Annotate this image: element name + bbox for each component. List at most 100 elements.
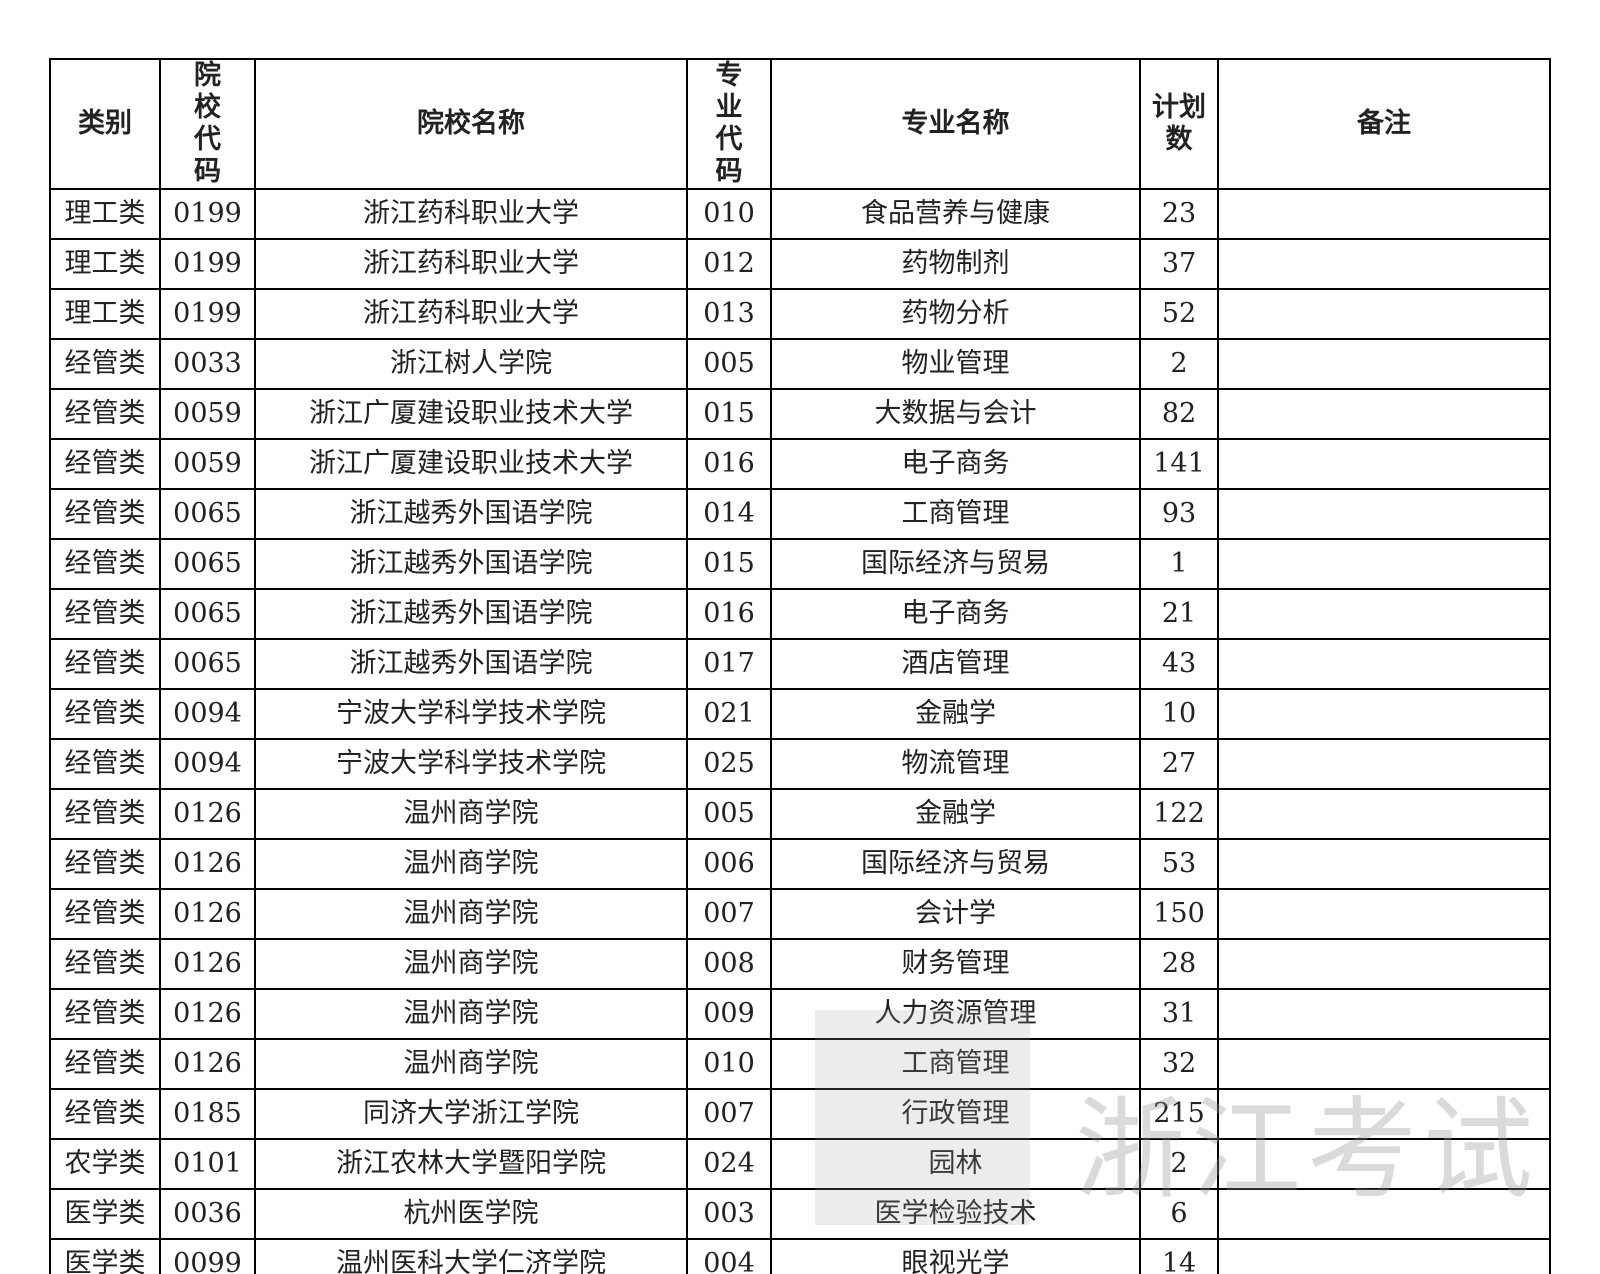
table-row: 经管类 0094 宁波大学科学技术学院 025 物流管理 27 <box>49 738 1551 790</box>
table-cell <box>1217 688 1551 740</box>
table-cell: 37 <box>1139 238 1219 290</box>
table-cell: 005 <box>686 338 772 390</box>
table-cell: 21 <box>1139 588 1219 640</box>
table-cell: 0126 <box>159 1038 256 1090</box>
table-cell: 浙江广厦建设职业技术大学 <box>254 438 688 490</box>
table-cell: 0065 <box>159 538 256 590</box>
table-cell <box>1217 438 1551 490</box>
table-cell: 0126 <box>159 788 256 840</box>
table-cell <box>1217 588 1551 640</box>
table-cell: 温州商学院 <box>254 788 688 840</box>
table-cell: 经管类 <box>49 1088 161 1140</box>
table-cell: 园林 <box>770 1138 1141 1190</box>
table-cell: 009 <box>686 988 772 1040</box>
table-cell: 008 <box>686 938 772 990</box>
table-cell: 理工类 <box>49 238 161 290</box>
table-cell <box>1217 188 1551 240</box>
table-cell: 82 <box>1139 388 1219 440</box>
table-cell: 浙江药科职业大学 <box>254 238 688 290</box>
table-cell: 0059 <box>159 438 256 490</box>
table-cell: 财务管理 <box>770 938 1141 990</box>
table-cell <box>1217 238 1551 290</box>
table-cell: 温州商学院 <box>254 1038 688 1090</box>
table-cell: 0099 <box>159 1238 256 1274</box>
table-cell: 温州医科大学仁济学院 <box>254 1238 688 1274</box>
table-cell: 28 <box>1139 938 1219 990</box>
table-cell: 眼视光学 <box>770 1238 1141 1274</box>
table-cell <box>1217 288 1551 340</box>
table-cell <box>1217 1188 1551 1240</box>
table-cell: 012 <box>686 238 772 290</box>
table-cell: 010 <box>686 1038 772 1090</box>
table-cell: 浙江越秀外国语学院 <box>254 488 688 540</box>
table-cell <box>1217 1238 1551 1274</box>
table-cell <box>1217 1038 1551 1090</box>
table-cell: 经管类 <box>49 988 161 1040</box>
table-cell: 农学类 <box>49 1138 161 1190</box>
table-cell: 经管类 <box>49 738 161 790</box>
table-row: 经管类 0059 浙江广厦建设职业技术大学 015 大数据与会计 82 <box>49 388 1551 440</box>
table-cell: 医学类 <box>49 1238 161 1274</box>
table-cell: 经管类 <box>49 588 161 640</box>
table-cell <box>1217 1088 1551 1140</box>
table-cell: 电子商务 <box>770 438 1141 490</box>
table-cell <box>1217 638 1551 690</box>
table-cell: 2 <box>1139 1138 1219 1190</box>
table-cell: 人力资源管理 <box>770 988 1141 1040</box>
table-cell: 食品营养与健康 <box>770 188 1141 240</box>
table-cell: 150 <box>1139 888 1219 940</box>
table-row: 经管类 0126 温州商学院 007 会计学 150 <box>49 888 1551 940</box>
table-cell: 行政管理 <box>770 1088 1141 1140</box>
table-cell: 0033 <box>159 338 256 390</box>
table-cell: 理工类 <box>49 288 161 340</box>
table-row: 理工类 0199 浙江药科职业大学 010 食品营养与健康 23 <box>49 188 1551 240</box>
table-cell <box>1217 1138 1551 1190</box>
table-cell: 23 <box>1139 188 1219 240</box>
table-cell: 27 <box>1139 738 1219 790</box>
table-cell: 经管类 <box>49 788 161 840</box>
table-cell: 0065 <box>159 638 256 690</box>
table-cell: 007 <box>686 1088 772 1140</box>
table-cell: 同济大学浙江学院 <box>254 1088 688 1140</box>
table-cell: 浙江农林大学暨阳学院 <box>254 1138 688 1190</box>
table-cell: 浙江越秀外国语学院 <box>254 638 688 690</box>
table-cell: 金融学 <box>770 688 1141 740</box>
table-cell: 93 <box>1139 488 1219 540</box>
table-body: 理工类 0199 浙江药科职业大学 010 食品营养与健康 23 理工类 0199 浙江药科职业… <box>49 188 1551 1274</box>
table-cell: 经管类 <box>49 938 161 990</box>
table-cell: 31 <box>1139 988 1219 1040</box>
table-row: 经管类 0185 同济大学浙江学院 007 行政管理 215 <box>49 1088 1551 1140</box>
table-cell: 浙江药科职业大学 <box>254 288 688 340</box>
table-cell: 2 <box>1139 338 1219 390</box>
table-cell: 003 <box>686 1188 772 1240</box>
table-row: 医学类 0036 杭州医学院 003 医学检验技术 6 <box>49 1188 1551 1240</box>
table-cell: 浙江树人学院 <box>254 338 688 390</box>
table-cell: 大数据与会计 <box>770 388 1141 440</box>
table-cell: 浙江药科职业大学 <box>254 188 688 240</box>
table-cell: 016 <box>686 588 772 640</box>
table-cell: 010 <box>686 188 772 240</box>
table-row: 经管类 0065 浙江越秀外国语学院 016 电子商务 21 <box>49 588 1551 640</box>
table-cell: 021 <box>686 688 772 740</box>
table-cell <box>1217 388 1551 440</box>
table-cell <box>1217 938 1551 990</box>
table-cell: 025 <box>686 738 772 790</box>
table-cell: 0036 <box>159 1188 256 1240</box>
table-row: 理工类 0199 浙江药科职业大学 013 药物分析 52 <box>49 288 1551 340</box>
table-row: 经管类 0033 浙江树人学院 005 物业管理 2 <box>49 338 1551 390</box>
table-cell: 10 <box>1139 688 1219 740</box>
table-cell: 005 <box>686 788 772 840</box>
header-cell: 专业名称 <box>770 58 1141 190</box>
table-cell: 经管类 <box>49 538 161 590</box>
table-cell: 经管类 <box>49 688 161 740</box>
table-row: 医学类 0099 温州医科大学仁济学院 004 眼视光学 14 <box>49 1238 1551 1274</box>
table-cell: 经管类 <box>49 838 161 890</box>
table-cell: 经管类 <box>49 438 161 490</box>
table-cell: 物业管理 <box>770 338 1141 390</box>
table-cell: 0059 <box>159 388 256 440</box>
table-cell: 温州商学院 <box>254 938 688 990</box>
table-row: 理工类 0199 浙江药科职业大学 012 药物制剂 37 <box>49 238 1551 290</box>
table-cell: 杭州医学院 <box>254 1188 688 1240</box>
table-cell: 温州商学院 <box>254 838 688 890</box>
table-cell: 1 <box>1139 538 1219 590</box>
